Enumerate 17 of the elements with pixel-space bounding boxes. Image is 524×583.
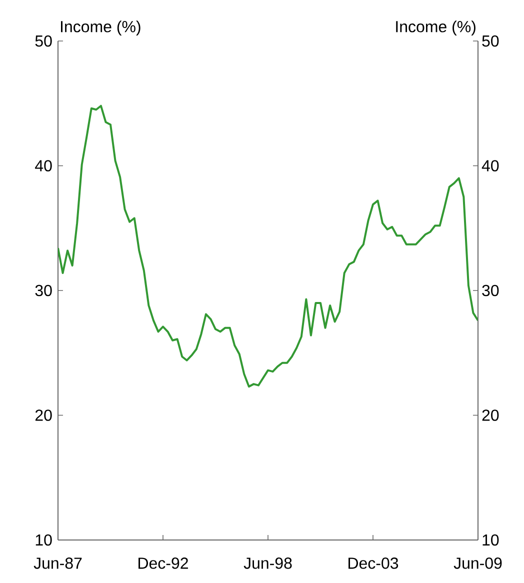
y-tick-label: 20 [35, 410, 52, 421]
y2-tick-label: 10 [482, 534, 499, 546]
y-tick-label: 30 [35, 284, 52, 296]
y2-tick-label: 40 [482, 160, 499, 172]
y-tick-label: 10 [36, 534, 52, 546]
y-tick-label: 40 [35, 160, 52, 172]
y2-tick-label: 20 [482, 410, 499, 421]
y2-axis-title: Income (%) [396, 20, 476, 36]
x-tick-label: Dec-03 [348, 558, 398, 569]
x-tick-label: Jun-09 [454, 558, 502, 569]
y2-tick-label: 50 [482, 35, 499, 47]
x-tick-label: Jun-87 [34, 558, 82, 569]
y-tick-label: 50 [35, 35, 52, 47]
y2-tick-label: 30 [482, 284, 499, 296]
x-tick-label: Dec-92 [138, 558, 188, 569]
x-tick-label: Jun-98 [244, 558, 292, 569]
y-axis-title: Income (%) [61, 20, 140, 36]
